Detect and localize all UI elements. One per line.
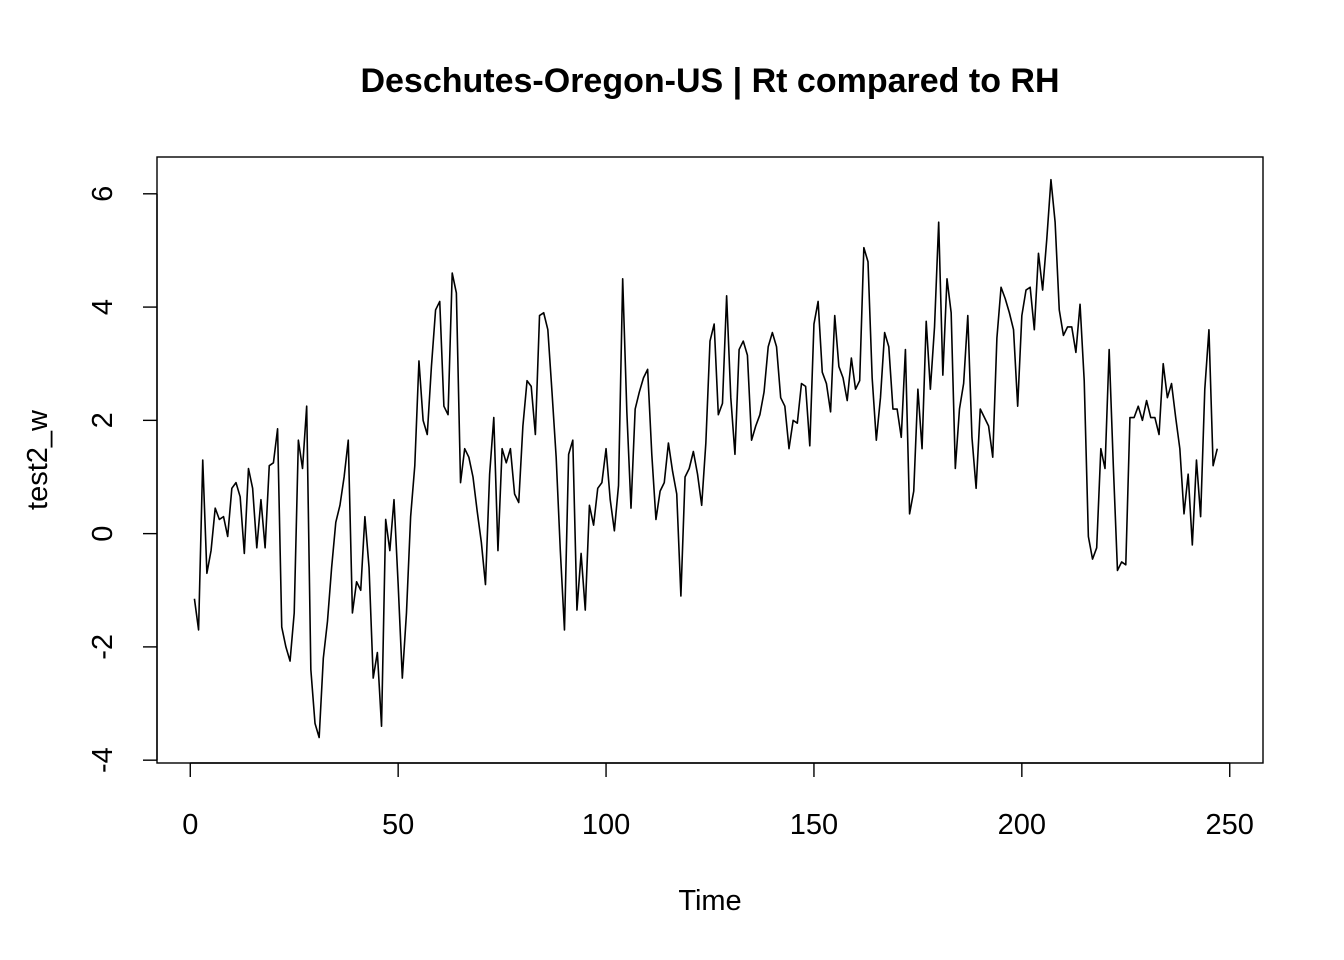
x-tick-label: 150 — [790, 809, 838, 841]
x-tick-label: 100 — [582, 809, 630, 841]
x-tick-label: 250 — [1206, 809, 1254, 841]
y-tick-label: -2 — [87, 634, 119, 660]
x-tick-label: 0 — [182, 809, 198, 841]
y-tick-label: 0 — [87, 526, 119, 542]
chart-title: Deschutes-Oregon-US | Rt compared to RH — [360, 62, 1059, 100]
y-tick-label: 4 — [87, 299, 119, 315]
y-tick-label: 6 — [87, 186, 119, 202]
x-tick-label: 200 — [998, 809, 1046, 841]
y-tick-label: 2 — [87, 412, 119, 428]
y-axis: -4 -2 0 2 4 6 — [87, 186, 158, 773]
x-axis: 0 50 100 150 200 250 — [182, 762, 1254, 841]
series-line-1 — [193, 178, 1219, 739]
y-tick-label: -4 — [87, 747, 119, 773]
series-layer — [193, 178, 1219, 739]
x-axis-label: Time — [678, 885, 741, 917]
y-axis-label: test2_w — [22, 409, 54, 510]
x-tick-label: 50 — [382, 809, 414, 841]
